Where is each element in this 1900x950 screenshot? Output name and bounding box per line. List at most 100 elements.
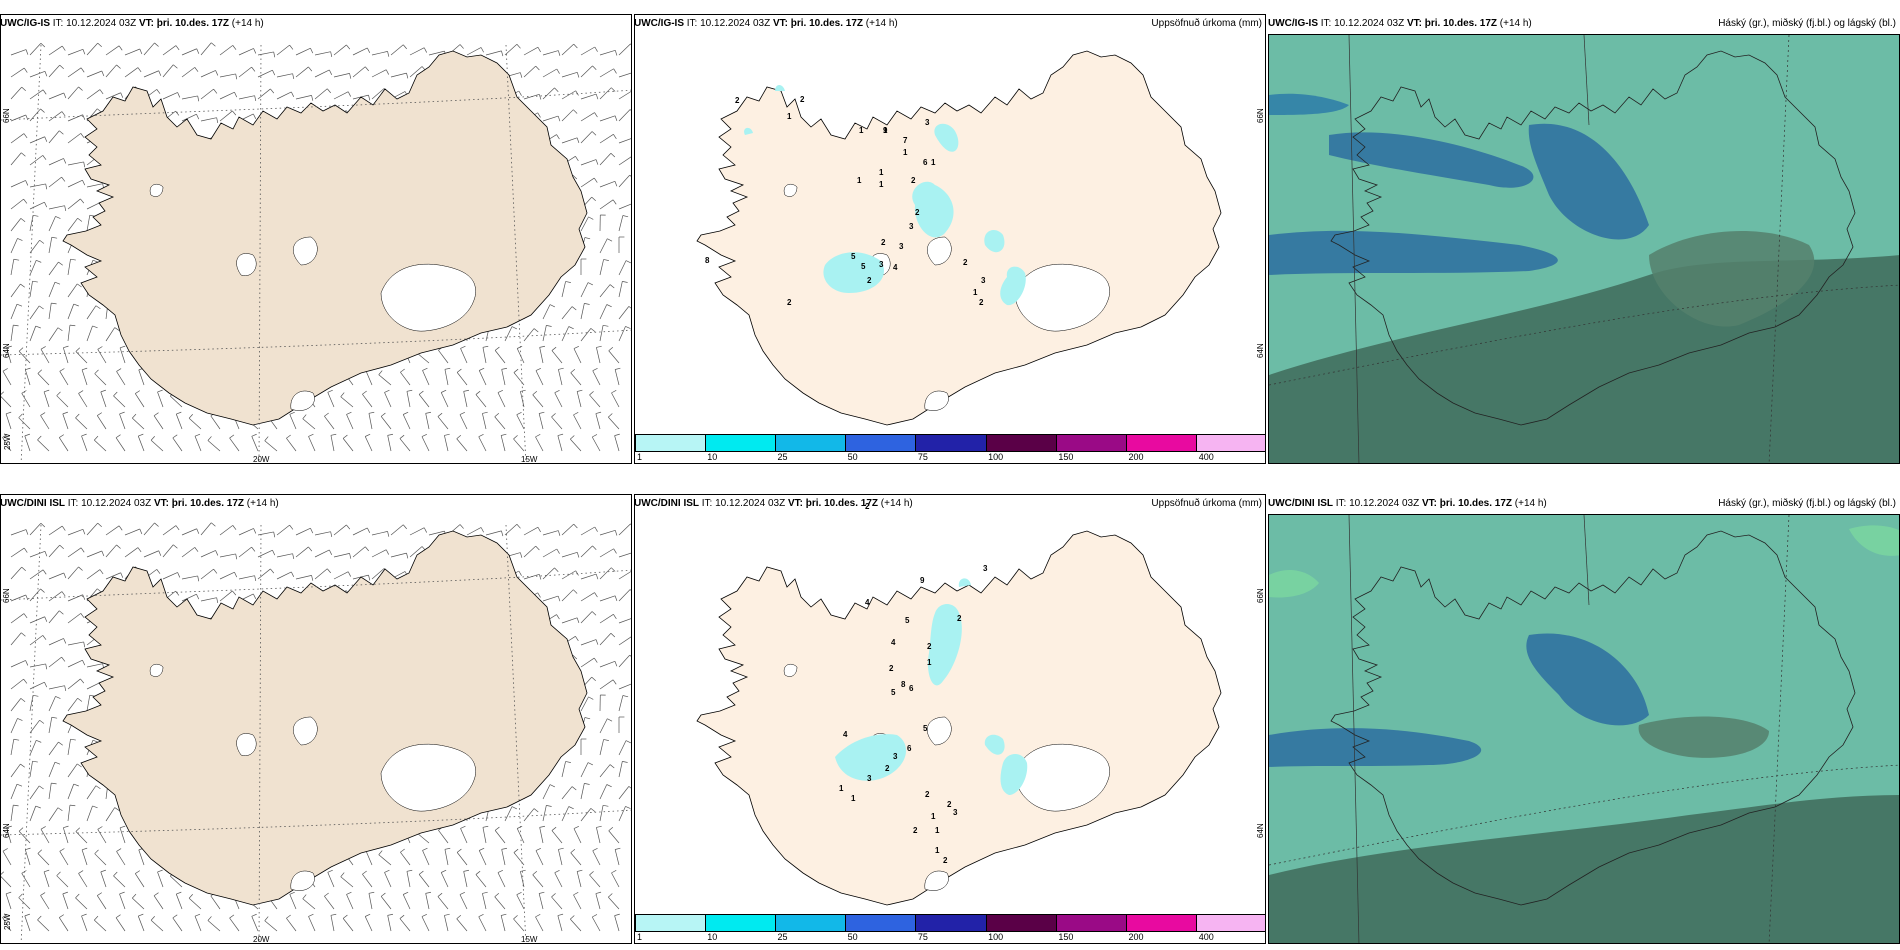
wind-barb — [10, 805, 14, 822]
wind-barb-flag — [51, 302, 57, 305]
wind-barb-flag — [82, 114, 86, 120]
wind-barb — [67, 594, 83, 602]
wind-barb — [561, 109, 574, 122]
iceland-landmass — [62, 530, 588, 906]
wind-barb-flag — [132, 893, 137, 899]
wind-barb — [618, 138, 631, 144]
wind-barb — [580, 657, 595, 668]
wind-barb-flag — [42, 569, 47, 575]
wind-barb — [542, 805, 547, 822]
wind-barb-flag — [380, 892, 386, 897]
wind-barb-flag — [614, 661, 618, 667]
wind-barb-flag — [425, 891, 432, 894]
wind-barb-flag — [156, 569, 161, 574]
wind-barb — [399, 918, 411, 932]
wind-barb-flag — [494, 346, 500, 351]
wind-barb — [105, 572, 121, 580]
wind-barb-flag — [132, 413, 137, 419]
wind-barb — [523, 808, 535, 822]
precip-value-label: 5 — [861, 262, 866, 271]
wind-barb-flag — [44, 136, 48, 142]
wind-barb-flag — [61, 111, 66, 117]
wind-barb-flag — [232, 110, 237, 116]
cloud-map[interactable] — [1268, 514, 1900, 944]
wind-map[interactable]: 66N 64N 25W 20W 15W — [0, 14, 632, 464]
wind-barb-flag — [270, 568, 275, 574]
wind-barb-flag — [95, 305, 101, 310]
wind-barb-flag — [69, 324, 76, 327]
wind-barb — [67, 547, 82, 558]
wind-barb — [314, 51, 331, 56]
wind-barb-flag — [456, 915, 462, 920]
wind-barb — [561, 71, 578, 78]
wind-barb — [599, 805, 604, 822]
wind-barb — [29, 260, 37, 276]
wind-barb — [29, 215, 34, 232]
wind-barb — [551, 416, 563, 430]
wind-barb-flag — [387, 51, 390, 57]
wind-barb — [368, 893, 373, 910]
wind-barb-flag — [625, 740, 631, 744]
wind-barb-flag — [114, 327, 120, 331]
wind-barb-flag — [570, 435, 575, 440]
colorbar-segment — [916, 915, 987, 931]
wind-barb-flag — [501, 847, 508, 850]
wind-barb — [113, 395, 126, 408]
wind-barb — [551, 896, 563, 910]
wind-barb-flag — [116, 544, 121, 549]
wind-barb — [561, 326, 570, 342]
wind-barb — [78, 873, 88, 888]
wind-barb — [181, 547, 195, 558]
wind-barb — [352, 546, 366, 558]
wind-barb-flag — [97, 588, 102, 593]
wind-barb-flag — [460, 345, 466, 349]
wind-barb-flag — [402, 524, 407, 530]
wind-barb-flag — [153, 892, 159, 897]
wind-barb-flag — [516, 411, 522, 416]
wind-barb-flag — [584, 237, 591, 240]
wind-barb-flag — [78, 86, 83, 91]
cloud-map[interactable] — [1268, 34, 1900, 464]
wind-barb — [119, 827, 126, 844]
wind-barb — [573, 828, 582, 844]
wind-barb — [194, 436, 202, 452]
wind-barb-flag — [475, 870, 481, 875]
wind-barb — [504, 326, 513, 342]
wind-barb-flag — [576, 72, 580, 78]
wind-barb-flag — [594, 46, 598, 52]
wind-barb — [618, 72, 631, 78]
wind-barb-flag — [6, 345, 12, 348]
wind-barb — [94, 373, 107, 386]
wind-barb — [352, 527, 368, 536]
precip-value-label: 2 — [865, 502, 870, 511]
wind-barb-flag — [100, 389, 107, 393]
wind-barb-flag — [44, 71, 48, 77]
it-value: 10.12.2024 03Z — [66, 18, 137, 29]
wind-barb — [67, 783, 75, 800]
wind-barb-flag — [532, 391, 538, 396]
wind-barb — [86, 569, 101, 580]
iceland-outline — [1330, 530, 1856, 906]
wind-barb — [591, 436, 601, 452]
wind-barb — [400, 852, 411, 866]
model-name: UWC/IG-IS — [1268, 18, 1318, 29]
wind-barb — [29, 183, 46, 188]
wind-barb-flag — [518, 570, 522, 576]
wind-barb — [10, 86, 22, 100]
wind-map[interactable]: 66N 64N 25W 20W 15W — [0, 494, 632, 944]
wind-barb — [97, 829, 107, 844]
wind-barb-flag — [595, 159, 599, 165]
cloud-area — [1638, 716, 1769, 758]
wind-barb — [48, 610, 60, 624]
vt-label: VT: — [772, 18, 788, 29]
wind-barb — [459, 894, 468, 910]
wind-barb-flag — [292, 553, 295, 560]
wind-barb-flag — [70, 258, 76, 261]
wind-barb-flag — [603, 259, 609, 261]
wind-barb-flag — [400, 368, 405, 373]
wind-barb-flag — [615, 367, 621, 370]
precip-value-label: 1 — [859, 126, 864, 135]
precip-value-label: 5 — [923, 724, 928, 733]
